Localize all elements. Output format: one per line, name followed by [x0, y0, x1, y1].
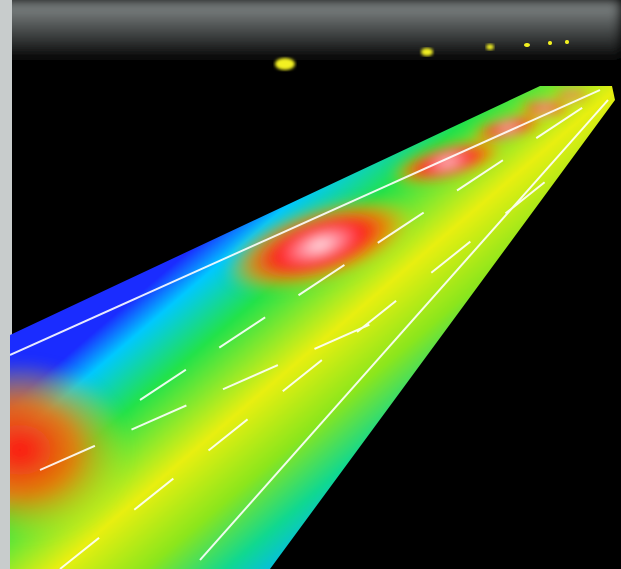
lamp — [524, 43, 530, 47]
lamp — [421, 48, 433, 56]
lane-line — [10, 89, 601, 356]
hot-spot — [552, 90, 592, 100]
lane-line — [39, 319, 381, 471]
hot-spot — [389, 138, 507, 186]
hot-spot — [10, 360, 130, 540]
lane-lines — [10, 89, 609, 569]
lamp — [486, 44, 494, 50]
hot-spots — [10, 90, 592, 540]
lane-line — [199, 99, 609, 561]
hot-spot — [469, 113, 547, 143]
lamp-glows — [275, 40, 569, 70]
street-photo-strip — [0, 0, 621, 60]
hot-spot — [224, 197, 416, 293]
left-border — [0, 0, 12, 569]
lamp — [275, 58, 295, 70]
lamp — [565, 40, 569, 44]
lamp — [548, 41, 552, 45]
hot-spot — [517, 100, 573, 116]
lane-line — [59, 169, 561, 569]
